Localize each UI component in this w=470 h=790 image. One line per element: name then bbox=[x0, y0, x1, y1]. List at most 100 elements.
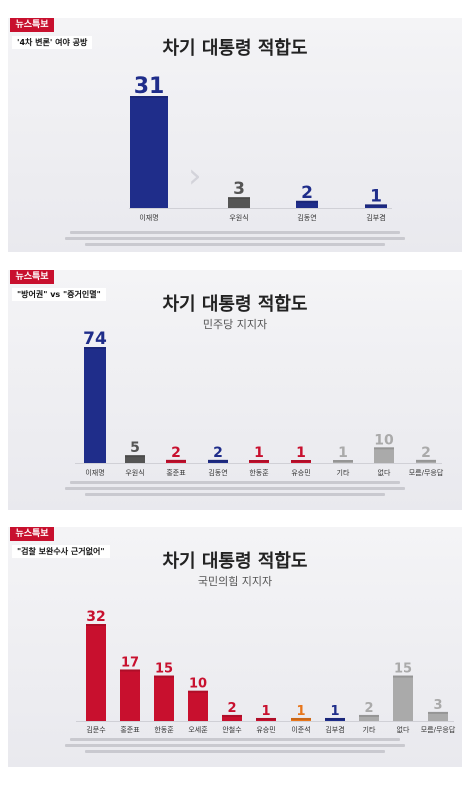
bar-top-edge bbox=[208, 459, 228, 462]
category-label: 한동훈 bbox=[154, 725, 174, 734]
bar-김동연 bbox=[208, 459, 228, 463]
value-label: 5 bbox=[130, 440, 140, 456]
bar-이재명 bbox=[130, 96, 168, 208]
bar-top-edge bbox=[86, 624, 106, 626]
category-label: 김부겸 bbox=[325, 726, 344, 734]
bar-top-edge bbox=[166, 459, 186, 462]
bar-top-edge bbox=[374, 447, 394, 450]
value-label: 10 bbox=[189, 677, 207, 692]
bar-chart-1: 31 이재명 3 우원식 2 김동연 1 김부겸 bbox=[129, 74, 392, 222]
chevron-right-icon: › bbox=[188, 156, 202, 196]
category-label: 없다 bbox=[397, 725, 410, 734]
value-label: 17 bbox=[121, 655, 139, 670]
bar-홍준표 bbox=[120, 669, 140, 721]
bar-안철수 bbox=[222, 714, 242, 721]
value-label: 2 bbox=[301, 183, 313, 203]
bar-우원식 bbox=[228, 197, 250, 208]
bar-top-edge bbox=[120, 669, 140, 672]
bar-유승민 bbox=[256, 717, 276, 721]
chart-title: 차기 대통령 적합도 bbox=[162, 551, 308, 572]
value-label: 15 bbox=[155, 662, 173, 677]
bar-모름/무응답 bbox=[416, 459, 436, 463]
value-label: 2 bbox=[421, 445, 431, 461]
bar-top-edge bbox=[325, 717, 345, 720]
value-label: 1 bbox=[296, 704, 305, 719]
value-label: 32 bbox=[86, 609, 105, 625]
news-badge: 뉴스특보 bbox=[10, 527, 54, 541]
chart-subtitle: 국민의힘 지지자 bbox=[197, 575, 273, 588]
bar-기타 bbox=[333, 460, 353, 463]
bar-top-edge bbox=[359, 714, 379, 717]
bar-top-edge bbox=[428, 711, 448, 714]
value-label: 1 bbox=[370, 186, 382, 206]
bar-top-edge bbox=[222, 714, 242, 717]
category-label: 이재명 bbox=[139, 213, 158, 222]
category-label: 한동훈 bbox=[249, 468, 269, 477]
category-label: 모름/무응답 bbox=[421, 725, 456, 734]
value-label: 2 bbox=[227, 701, 236, 716]
category-label: 홍준표 bbox=[120, 725, 140, 734]
news-badge: 뉴스특보 bbox=[10, 18, 54, 32]
bar-chart-3: 32 김문수 17 홍준표 15 한동훈 10 오세훈 2 안철수 1 유승민 1 이준석 1 김부겸 2 기타 1… bbox=[76, 609, 456, 734]
bar-top-edge bbox=[154, 675, 174, 678]
bar-한동훈 bbox=[154, 675, 174, 721]
bar-top-edge bbox=[333, 460, 353, 462]
category-label: 김동연 bbox=[208, 469, 227, 477]
chart-title: 차기 대통령 적합도 bbox=[162, 38, 308, 59]
value-label: 1 bbox=[330, 704, 339, 719]
bar-우원식 bbox=[125, 455, 145, 463]
chart-panel-3: 뉴스특보 "검찰 보완수사 근거없어" 차기 대통령 적합도 국민의힘 지지자 … bbox=[8, 527, 462, 767]
chart-panel-2: 뉴스특보 "방어권" vs "증거인멸" 차기 대통령 적합도 민주당 지지자 … bbox=[8, 270, 462, 510]
chart-subtitle: 민주당 지지자 bbox=[202, 318, 268, 331]
bar-김동연 bbox=[296, 200, 318, 208]
survey-footnote bbox=[8, 735, 462, 756]
value-label: 1 bbox=[254, 445, 264, 461]
bar-top-edge bbox=[188, 690, 208, 693]
bar-기타 bbox=[359, 714, 379, 721]
value-label: 2 bbox=[213, 445, 223, 461]
category-label: 우원식 bbox=[229, 213, 248, 222]
bar-없다 bbox=[393, 675, 413, 721]
news-badge: 뉴스특보 bbox=[10, 270, 54, 284]
category-label: 유승민 bbox=[256, 725, 275, 734]
category-label: 이준석 bbox=[291, 725, 310, 734]
category-label: 모름/무응답 bbox=[409, 468, 444, 477]
bar-한동훈 bbox=[249, 460, 269, 463]
bar-top-edge bbox=[125, 455, 145, 458]
survey-footnote bbox=[8, 478, 462, 499]
value-label: 3 bbox=[433, 698, 442, 713]
bar-top-edge bbox=[84, 347, 106, 349]
value-label: 1 bbox=[296, 445, 306, 461]
bar-김문수 bbox=[86, 624, 106, 721]
bar-홍준표 bbox=[166, 459, 186, 463]
category-label: 이재명 bbox=[85, 468, 104, 477]
bar-김부겸 bbox=[365, 204, 387, 208]
category-label: 안철수 bbox=[222, 725, 242, 734]
bar-top-edge bbox=[291, 460, 311, 462]
bar-top-edge bbox=[256, 717, 276, 720]
category-label: 오세훈 bbox=[188, 725, 208, 734]
bar-chart-2: 74 이재명 5 우원식 2 홍준표 2 김동연 1 한동훈 1 유승민 1 기타 10 없다 2 모름/무응답 bbox=[75, 329, 444, 477]
bar-top-edge bbox=[228, 197, 250, 200]
category-label: 김문수 bbox=[86, 726, 106, 734]
bar-모름/무응답 bbox=[428, 711, 448, 721]
bar-없다 bbox=[374, 447, 394, 463]
bar-top-edge bbox=[393, 675, 413, 678]
category-label: 기타 bbox=[363, 725, 376, 734]
bar-이재명 bbox=[84, 347, 106, 463]
category-label: 기타 bbox=[337, 468, 350, 477]
bar-top-edge bbox=[130, 96, 168, 98]
bar-김부겸 bbox=[325, 717, 345, 721]
value-label: 1 bbox=[261, 704, 270, 719]
category-label: 없다 bbox=[378, 468, 391, 477]
value-label: 2 bbox=[171, 445, 181, 461]
value-label: 15 bbox=[394, 662, 412, 677]
headline-quote: "검찰 보완수사 근거없어" bbox=[12, 545, 110, 558]
bar-이준석 bbox=[291, 717, 311, 721]
survey-footnote bbox=[8, 228, 462, 249]
bar-오세훈 bbox=[188, 690, 208, 721]
value-label: 1 bbox=[338, 445, 348, 461]
chart-title: 차기 대통령 적합도 bbox=[162, 294, 308, 315]
chart-panel-1: 뉴스특보 '4차 변론' 여야 공방 차기 대통령 적합도 › 31 이재명 3 우원… bbox=[8, 18, 462, 252]
bar-top-edge bbox=[296, 200, 318, 203]
